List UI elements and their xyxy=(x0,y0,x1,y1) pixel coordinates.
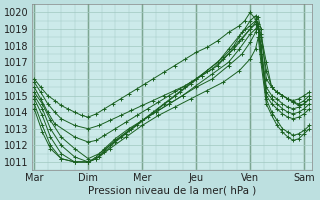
X-axis label: Pression niveau de la mer( hPa ): Pression niveau de la mer( hPa ) xyxy=(88,186,256,196)
